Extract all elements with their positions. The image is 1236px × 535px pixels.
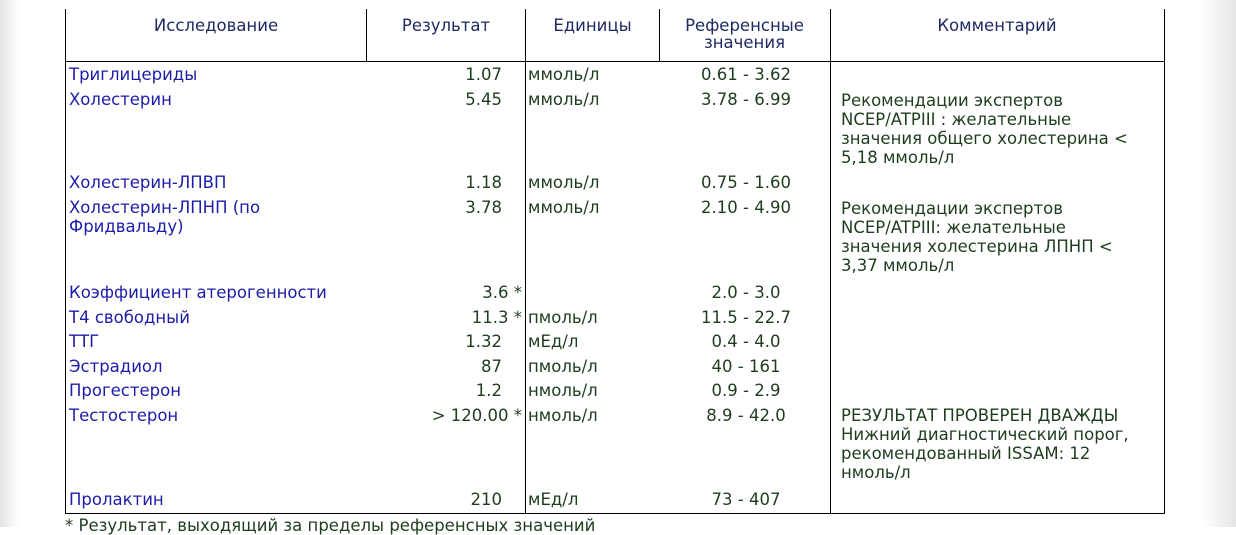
test-units: нмоль/л	[528, 406, 598, 425]
test-name: Тестостерон	[69, 406, 179, 425]
header-units: Единицы	[553, 16, 632, 35]
test-result: 87	[481, 357, 502, 376]
footnote: * Результат, выходящий за пределы рефере…	[65, 516, 596, 535]
test-name: Пролактин	[69, 490, 164, 509]
page-edge-left	[0, 0, 22, 527]
test-units: мЕд/л	[528, 490, 579, 509]
test-reference: 0.75 - 1.60	[701, 173, 791, 192]
test-units: мЕд/л	[528, 332, 579, 351]
test-result: 1.2	[475, 381, 502, 400]
test-result: 11.3 *	[471, 308, 522, 327]
test-name: ТТГ	[69, 332, 100, 351]
test-units: ммоль/л	[528, 198, 600, 217]
test-result: 210	[470, 490, 503, 509]
test-name: Прогестерон	[69, 381, 181, 400]
test-result: 3.78	[465, 198, 502, 217]
header-reference: Референсные значения	[659, 9, 830, 61]
test-name: Холестерин-ЛПНП (по Фридвальду)	[69, 198, 261, 236]
divider	[525, 9, 526, 514]
test-reference: 73 - 407	[711, 490, 781, 509]
test-reference: 11.5 - 22.7	[701, 308, 791, 327]
test-name: Т4 свободный	[69, 308, 190, 327]
test-name: Холестерин-ЛПВП	[69, 173, 227, 192]
test-units: нмоль/л	[528, 381, 598, 400]
test-units: ммоль/л	[528, 173, 600, 192]
test-reference: 2.10 - 4.90	[701, 198, 791, 217]
header-test: Исследование	[153, 16, 279, 35]
test-result: 1.32	[465, 332, 502, 351]
test-result: 5.45	[465, 90, 502, 109]
divider	[830, 9, 831, 514]
test-units: пмоль/л	[528, 308, 598, 327]
test-name: Холестерин	[69, 90, 172, 109]
test-comment: РЕЗУЛЬТАТ ПРОВЕРЕН ДВАЖДЫ Нижний диагнос…	[841, 406, 1129, 482]
test-name: Эстрадиол	[69, 357, 163, 376]
test-units: ммоль/л	[528, 90, 600, 109]
test-result: 1.07	[465, 65, 502, 84]
test-name: Коэффициент атерогенности	[69, 283, 327, 302]
header-comment: Комментарий	[937, 16, 1057, 35]
divider	[366, 9, 367, 61]
test-reference: 8.9 - 42.0	[706, 406, 786, 425]
divider	[659, 9, 660, 61]
page-edge-right	[1200, 0, 1236, 527]
test-reference: 0.9 - 2.9	[711, 381, 781, 400]
header-reference-line1: Референсные	[685, 16, 804, 35]
test-reference: 2.0 - 3.0	[711, 283, 781, 302]
lab-results-table: Исследование Результат Единицы Референсн…	[65, 9, 1165, 514]
header-result: Результат	[401, 16, 491, 35]
test-units: ммоль/л	[528, 65, 600, 84]
test-reference: 0.61 - 3.62	[701, 65, 791, 84]
test-result: 1.18	[465, 173, 502, 192]
test-reference: 3.78 - 6.99	[701, 90, 791, 109]
test-reference: 40 - 161	[711, 357, 781, 376]
table-header-row: Исследование Результат Единицы Референсн…	[66, 9, 1164, 62]
test-result: 3.6 *	[482, 283, 522, 302]
test-comment: Рекомендации экспертов NCEP/ATPIII: жела…	[841, 199, 1113, 275]
header-reference-line2: значения	[703, 33, 785, 52]
test-name: Триглицериды	[69, 65, 198, 84]
test-units: пмоль/л	[528, 357, 598, 376]
test-result: > 120.00 *	[431, 406, 522, 425]
test-reference: 0.4 - 4.0	[711, 332, 781, 351]
test-comment: Рекомендации экспертов NCEP/ATPIII : жел…	[841, 91, 1128, 167]
